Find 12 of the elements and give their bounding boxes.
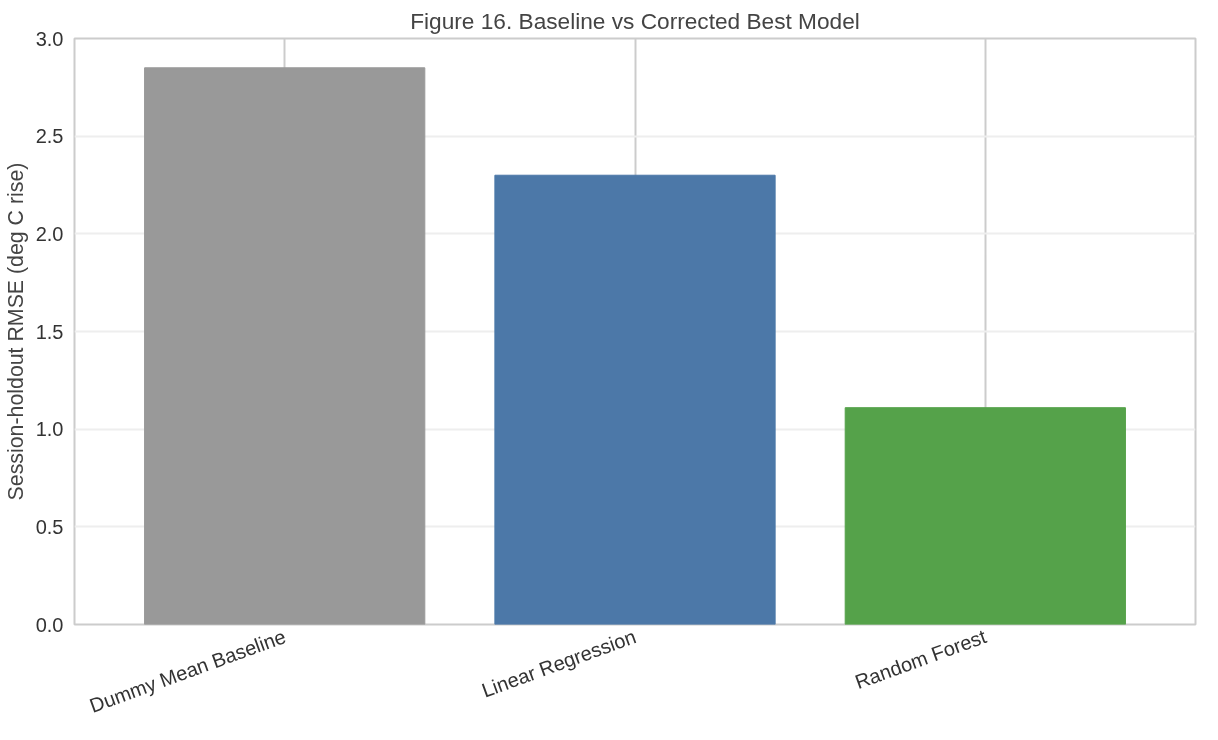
bar <box>844 407 1126 625</box>
y-tick-label: 2.0 <box>35 222 64 245</box>
y-tick-label: 1.5 <box>35 320 64 343</box>
y-axis-title: Session-holdout RMSE (deg C rise) <box>3 162 28 501</box>
y-tick-label: 3.0 <box>35 27 64 50</box>
y-tick-label: 1.0 <box>35 418 64 441</box>
y-tick-label: 0.0 <box>35 613 64 636</box>
chart-title: Figure 16. Baseline vs Corrected Best Model <box>410 7 860 34</box>
bar <box>494 174 776 625</box>
y-tick-label: 0.5 <box>35 515 64 538</box>
y-tick-label: 2.5 <box>35 125 64 148</box>
bar <box>144 67 426 625</box>
